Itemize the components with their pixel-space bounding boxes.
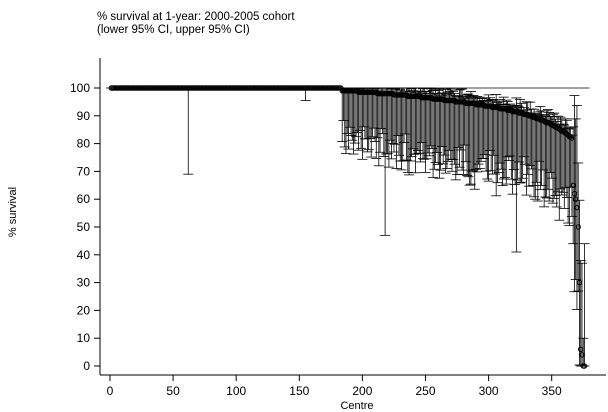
ci-error-bars xyxy=(183,87,590,367)
chart-subtitle: (lower 95% CI, upper 95% CI) xyxy=(97,24,250,36)
estimate-point xyxy=(576,279,583,286)
x-tick-label: 100 xyxy=(226,384,246,398)
x-tick-label: 300 xyxy=(479,384,499,398)
x-tick-label: 200 xyxy=(352,384,372,398)
y-axis-ticks: 0 10 20 30 40 50 60 70 80 90 100 xyxy=(70,81,100,373)
estimate-point xyxy=(571,190,578,197)
y-tick-label: 10 xyxy=(77,331,91,345)
y-tick-label: 20 xyxy=(77,303,91,317)
y-tick-label: 70 xyxy=(77,164,91,178)
y-tick-label: 60 xyxy=(77,192,91,206)
x-axis-ticks: 0 50 100 150 200 250 300 350 xyxy=(107,375,562,398)
y-tick-label: 30 xyxy=(77,276,91,290)
y-tick-label: 80 xyxy=(77,137,91,151)
y-tick-label: 90 xyxy=(77,109,91,123)
estimate-point xyxy=(578,346,584,353)
x-tick-label: 150 xyxy=(289,384,309,398)
y-tick-label: 50 xyxy=(77,220,91,234)
estimate-point xyxy=(572,196,579,202)
estimate-point xyxy=(579,352,585,358)
estimate-point xyxy=(574,204,580,211)
y-tick-label: 100 xyxy=(70,81,90,95)
y-axis-label: % survival xyxy=(7,187,19,237)
estimate-point xyxy=(570,182,576,189)
y-tick-label: 0 xyxy=(83,359,90,373)
x-axis-label: Centre xyxy=(340,400,373,412)
estimate-point xyxy=(581,363,588,369)
chart-title: % survival at 1-year: 2000-2005 cohort xyxy=(97,11,295,23)
x-tick-label: 350 xyxy=(542,384,562,398)
x-tick-label: 250 xyxy=(415,384,435,398)
estimate-points xyxy=(108,85,588,369)
x-tick-label: 50 xyxy=(166,384,180,398)
estimate-point xyxy=(567,133,574,140)
y-tick-label: 40 xyxy=(77,248,91,262)
estimate-point xyxy=(575,224,581,230)
x-tick-label: 0 xyxy=(107,384,114,398)
estimate-point xyxy=(569,135,575,141)
